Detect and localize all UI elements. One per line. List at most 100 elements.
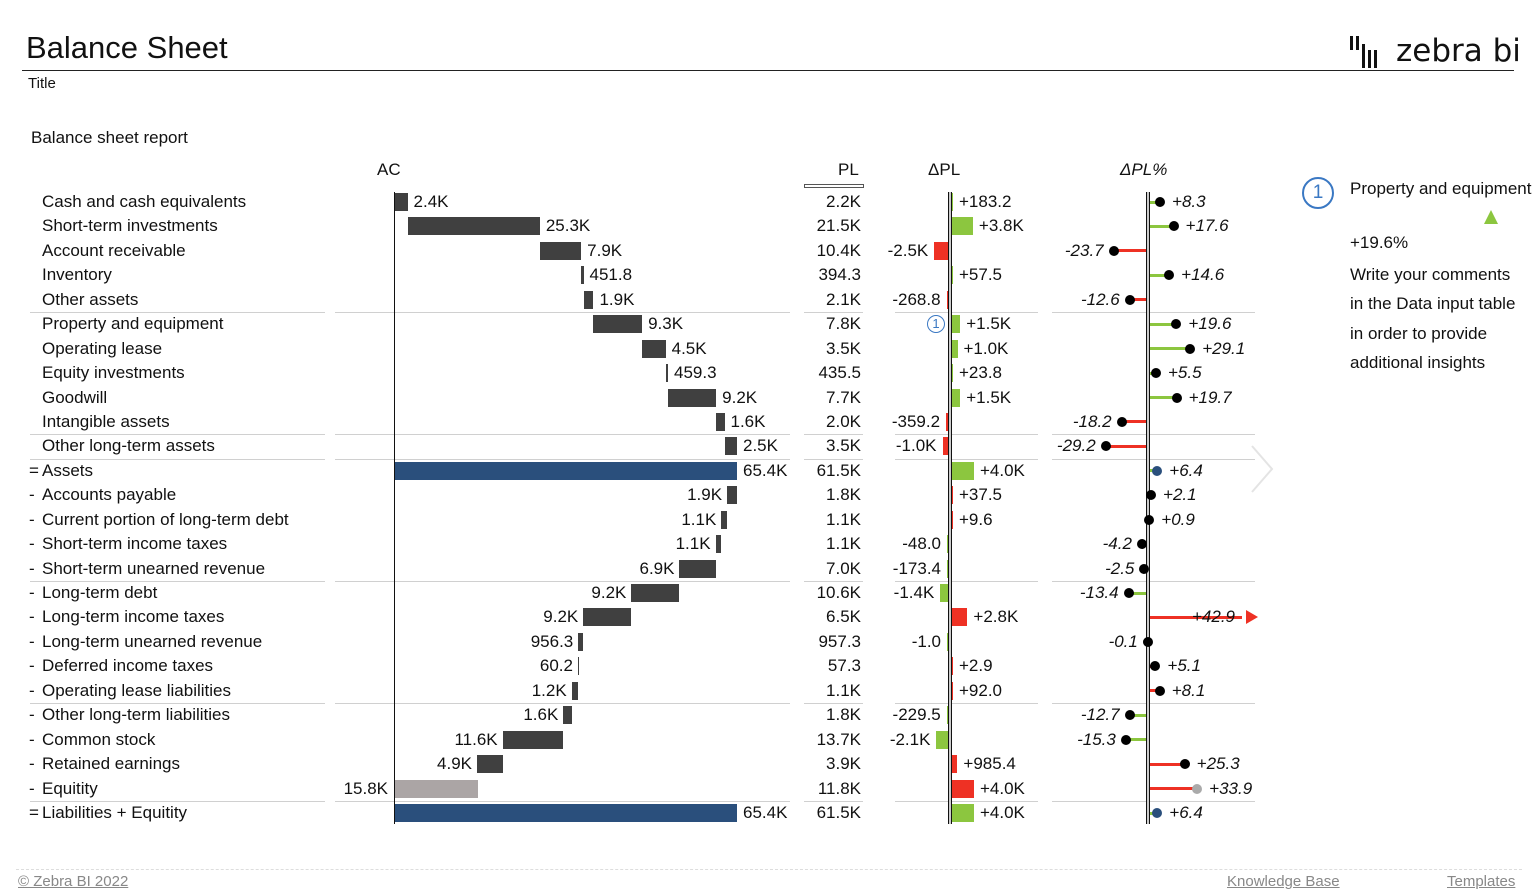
row-label[interactable]: Other long-term assets (42, 436, 215, 456)
dpl-bar (946, 412, 948, 431)
row-label[interactable]: Operating lease liabilities (42, 680, 231, 700)
row-label[interactable]: Accounts payable (42, 485, 177, 505)
row-separator (895, 459, 1038, 460)
ac-bar (721, 510, 728, 529)
dplp-dot (1146, 490, 1157, 501)
row-separator (804, 801, 863, 802)
row-separator (1052, 581, 1255, 582)
row-label[interactable]: Inventory (42, 265, 112, 285)
dpl-bar (952, 193, 953, 211)
pl-value: 1.1K (826, 509, 861, 529)
ac-value-label: 2.5K (743, 436, 778, 456)
ac-value-label: 65.4K (743, 460, 788, 480)
dplp-value-label: -12.7 (1080, 705, 1120, 725)
row-label[interactable]: Account receivable (42, 240, 186, 260)
row-separator (1052, 434, 1255, 435)
zebra-logo-icon: zebra bi (1350, 33, 1521, 69)
row-separator (1052, 312, 1255, 313)
ac-bar (581, 266, 584, 285)
row-separator (895, 312, 1038, 313)
dpl-bar (952, 486, 953, 505)
row-label[interactable]: Long-term unearned revenue (42, 631, 263, 651)
pl-value: 435.5 (818, 363, 861, 383)
dpl-bar (952, 461, 974, 480)
row-label[interactable]: Current portion of long-term debt (42, 509, 289, 529)
dplp-axis (1146, 192, 1150, 824)
dplp-value-label: +0.9 (1161, 509, 1195, 529)
dpl-bar (934, 241, 948, 260)
knowledge-base-link[interactable]: Knowledge Base (1227, 873, 1340, 890)
row-label[interactable]: Liabilities + Equitity (42, 803, 188, 822)
comment-marker-inline[interactable]: 1 (927, 315, 945, 334)
comment-marker[interactable]: 1 (1302, 177, 1334, 209)
dplp-value-label: +8.3 (1172, 192, 1206, 211)
row-label[interactable]: Operating lease (42, 338, 163, 358)
next-chevron-icon[interactable] (1248, 444, 1276, 494)
ac-value-label: 9.3K (648, 314, 684, 334)
dplp-dot (1171, 319, 1182, 330)
ac-value-label: 25.3K (545, 216, 591, 236)
dplp-stem (1150, 787, 1200, 791)
row-label[interactable]: Short-term investments (42, 216, 218, 236)
row-label[interactable]: Equity investments (42, 363, 185, 383)
dplp-dot (1185, 343, 1196, 354)
ac-bar (715, 535, 722, 554)
row-label[interactable]: Short-term income taxes (42, 534, 228, 554)
dplp-stem (1111, 249, 1146, 253)
dplp-stem (1150, 396, 1179, 400)
row-prefix: - (29, 534, 35, 554)
row-label[interactable]: Long-term income taxes (42, 607, 225, 627)
ac-axis (394, 192, 395, 824)
dpl-bar (952, 779, 974, 798)
row-prefix: - (29, 583, 35, 603)
dplp-value-label: +33.9 (1209, 778, 1253, 798)
dplp-value-label: +6.4 (1169, 803, 1203, 822)
ac-bar (395, 804, 737, 822)
row-label[interactable]: Cash and cash equivalents (42, 192, 247, 211)
row-label[interactable]: Retained earnings (42, 754, 180, 774)
pl-value: 1.8K (826, 485, 861, 505)
row-separator (804, 312, 863, 313)
ac-value-label: 1.9K (599, 289, 635, 309)
row-label[interactable]: Equitity (42, 778, 98, 798)
ac-value-label: 11.6K (454, 729, 498, 749)
ac-bar (477, 755, 503, 774)
row-label[interactable]: Property and equipment (42, 314, 224, 334)
dplp-dot (1116, 416, 1127, 427)
row-label[interactable]: Deferred income taxes (42, 656, 214, 676)
dplp-dot (1136, 539, 1147, 550)
copyright-link[interactable]: © Zebra BI 2022 (18, 873, 129, 890)
ac-value-label: 60.2 (539, 656, 573, 676)
dplp-value-label: +29.1 (1202, 338, 1246, 358)
dpl-value-label: -2.5K (887, 240, 929, 260)
dplp-value-label: +6.4 (1169, 460, 1203, 480)
pl-value: 57.3 (827, 656, 861, 676)
ac-value-label: 9.2K (591, 583, 627, 603)
row-label[interactable]: Long-term debt (42, 583, 158, 603)
row-label[interactable]: Goodwill (42, 387, 108, 407)
dplp-stem (1150, 273, 1172, 277)
ac-bar (593, 315, 643, 334)
row-label[interactable]: Short-term unearned revenue (42, 558, 266, 578)
row-separator (895, 581, 1038, 582)
ac-value-label: 65.4K (743, 803, 788, 822)
ac-value-label: 4.5K (671, 338, 707, 358)
ac-bar (395, 193, 408, 211)
dpl-bar (946, 290, 948, 309)
dplp-value-label: -4.2 (1102, 534, 1132, 554)
dpl-value-label: -1.0 (911, 631, 941, 651)
dplp-dot (1150, 368, 1161, 379)
pl-value: 61.5K (816, 803, 861, 822)
row-label[interactable]: Assets (42, 460, 94, 480)
row-label[interactable]: Intangible assets (42, 411, 170, 431)
templates-link[interactable]: Templates (1447, 873, 1516, 890)
row-label[interactable]: Common stock (42, 729, 156, 749)
row-label[interactable]: Other long-term liabilities (42, 705, 231, 725)
dpl-value-label: +3.8K (978, 216, 1024, 236)
pl-value: 11.8K (817, 778, 861, 798)
dplp-value-label: +14.6 (1181, 265, 1225, 285)
row-label[interactable]: Other assets (42, 289, 139, 309)
dpl-value-label: -1.0K (895, 436, 937, 456)
dpl-value-label: +57.5 (959, 265, 1003, 285)
row-prefix: - (29, 680, 35, 700)
